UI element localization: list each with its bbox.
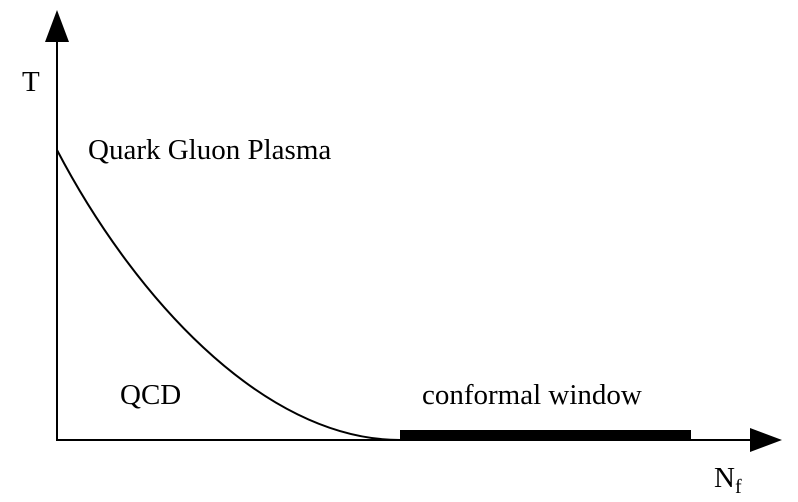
x-axis-label-main: N: [714, 462, 735, 494]
x-axis-arrow: [750, 428, 782, 452]
x-axis-label-subscript: f: [735, 476, 742, 498]
y-axis-arrow: [45, 10, 69, 42]
region-label: conformal window: [422, 379, 642, 411]
region-label: Quark Gluon Plasma: [88, 134, 331, 166]
region-label: QCD: [120, 379, 181, 411]
y-axis-label: T: [22, 66, 40, 98]
phase-boundary: [56, 149, 401, 441]
conformal-window-bar: [400, 430, 691, 441]
x-axis-label: Nf: [714, 462, 742, 498]
